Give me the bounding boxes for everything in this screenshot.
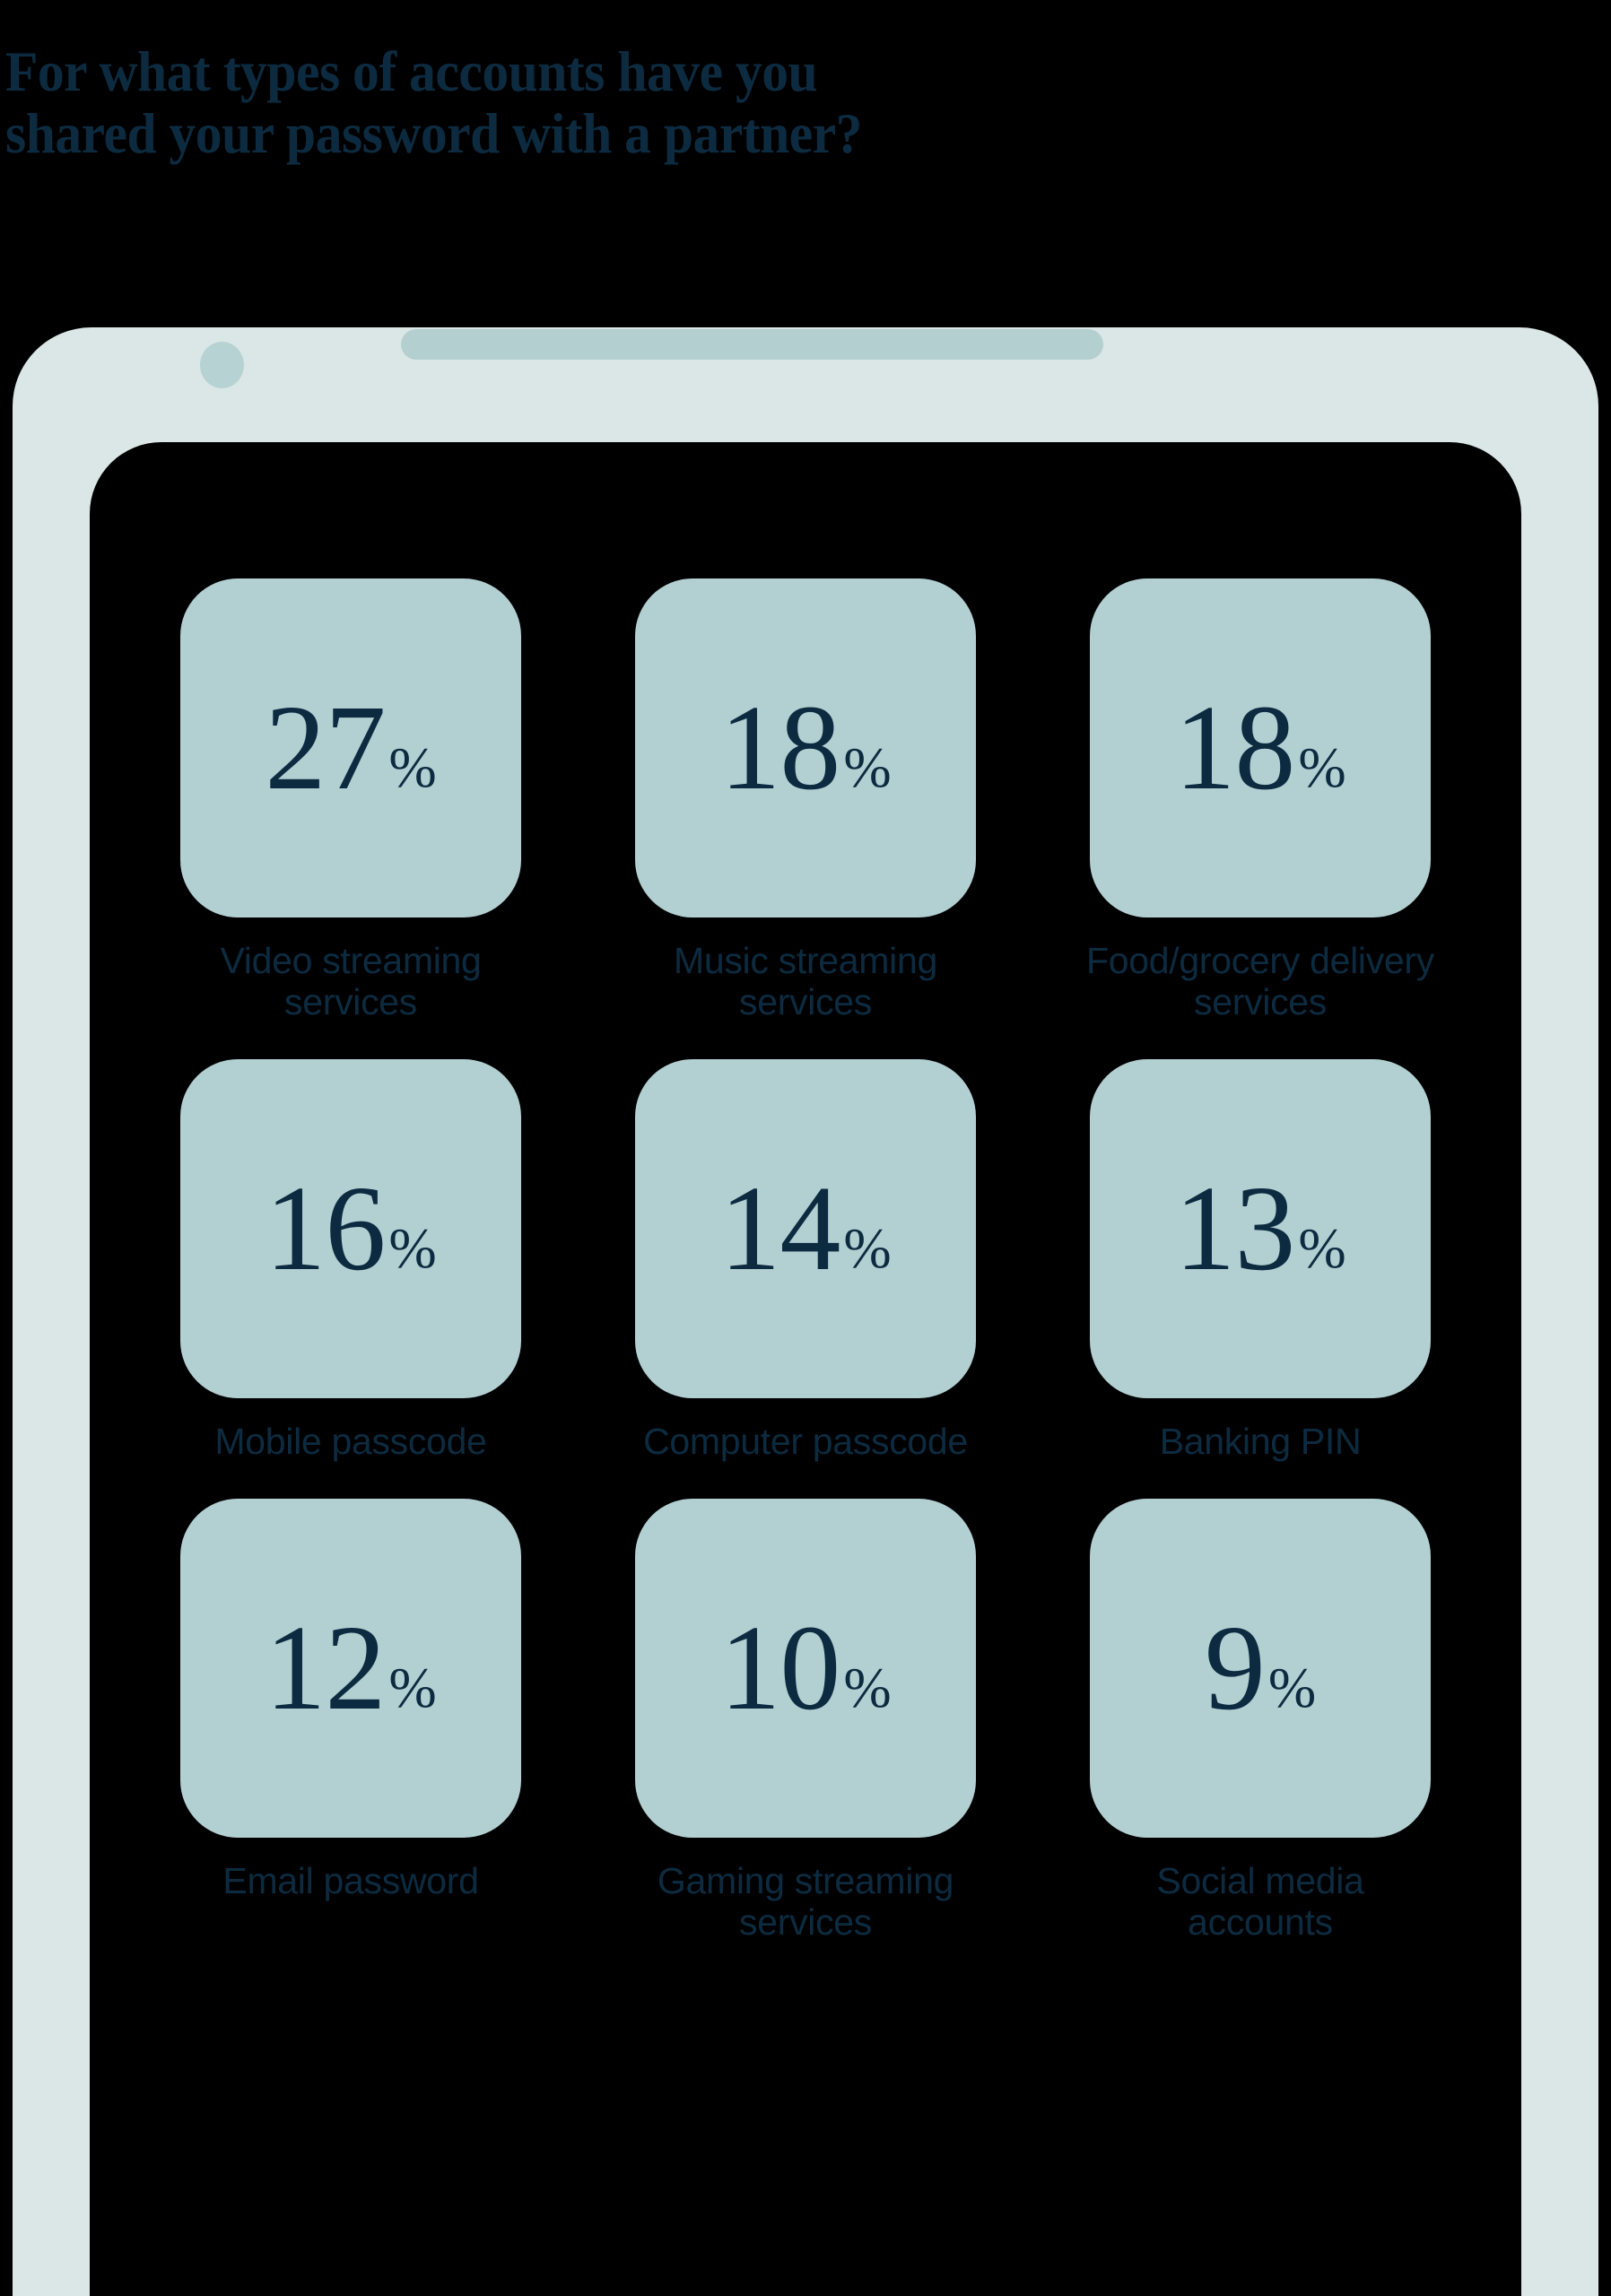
- stat-cell: 16% Mobile passcode: [180, 1058, 521, 1463]
- stat-number: 16: [265, 1161, 386, 1296]
- stat-value: 16%: [265, 1168, 436, 1290]
- stat-percent-sign: %: [388, 1655, 437, 1719]
- stat-number: 13: [1174, 1161, 1295, 1296]
- stat-value: 9%: [1205, 1607, 1316, 1729]
- page-title-line-2: shared your password with a partner?: [5, 100, 862, 165]
- stat-number: 18: [1174, 681, 1295, 815]
- stat-tile: 12%: [180, 1498, 521, 1838]
- stat-value: 14%: [719, 1168, 891, 1290]
- camera-dot-icon: [200, 342, 244, 388]
- stat-value: 27%: [265, 687, 436, 809]
- stat-percent-sign: %: [388, 1215, 437, 1280]
- stat-percent-sign: %: [843, 735, 892, 799]
- stat-number: 10: [719, 1600, 840, 1735]
- stat-cell: 9% Social media accounts: [1090, 1498, 1431, 1944]
- stat-number: 27: [265, 681, 386, 815]
- stat-percent-sign: %: [843, 1655, 892, 1719]
- stat-label: Music streaming services: [674, 940, 937, 1022]
- stat-grid: 27% Video streaming services 18% Music stre…: [90, 442, 1521, 1944]
- stat-number: 18: [719, 681, 840, 815]
- stat-label: Food/grocery delivery services: [1086, 940, 1434, 1022]
- stat-value: 10%: [719, 1607, 891, 1729]
- stat-percent-sign: %: [1267, 1655, 1317, 1719]
- stat-cell: 27% Video streaming services: [180, 578, 521, 1023]
- stat-value: 12%: [265, 1607, 436, 1729]
- stat-value: 13%: [1174, 1168, 1345, 1290]
- stat-label: Video streaming services: [220, 940, 482, 1022]
- phone-screen: 27% Video streaming services 18% Music stre…: [90, 442, 1521, 2296]
- stat-tile: 16%: [180, 1058, 521, 1398]
- stat-cell: 10% Gaming streaming services: [635, 1498, 976, 1944]
- stat-number: 14: [719, 1161, 840, 1296]
- stat-label: Banking PIN: [1159, 1420, 1362, 1462]
- stat-cell: 13% Banking PIN: [1090, 1058, 1431, 1463]
- stat-tile: 18%: [1090, 578, 1431, 918]
- stat-cell: 14% Computer passcode: [635, 1058, 976, 1463]
- stat-label: Social media accounts: [1156, 1859, 1364, 1943]
- stat-percent-sign: %: [1298, 1215, 1346, 1280]
- stat-tile: 18%: [635, 578, 976, 918]
- stat-value: 18%: [719, 687, 891, 809]
- page-title-line-1: For what types of accounts have you: [5, 39, 818, 103]
- stat-label: Email password: [222, 1859, 479, 1901]
- stat-label: Computer passcode: [643, 1420, 968, 1462]
- stat-number: 9: [1204, 1600, 1266, 1735]
- stat-tile: 14%: [635, 1058, 976, 1398]
- stat-tile: 13%: [1090, 1058, 1431, 1398]
- speaker-grille-icon: [401, 329, 1103, 360]
- stat-cell: 18% Music streaming services: [635, 578, 976, 1023]
- stat-percent-sign: %: [1298, 735, 1346, 799]
- stat-tile: 27%: [180, 578, 521, 918]
- phone-frame: 27% Video streaming services 18% Music stre…: [13, 327, 1598, 2296]
- stat-percent-sign: %: [843, 1215, 892, 1280]
- stat-percent-sign: %: [388, 735, 437, 799]
- stat-number: 12: [265, 1600, 386, 1735]
- page-title: For what types of accounts have you shar…: [5, 40, 1173, 164]
- stat-label: Mobile passcode: [214, 1420, 487, 1462]
- stat-value: 18%: [1174, 687, 1345, 809]
- stat-tile: 10%: [635, 1498, 976, 1838]
- stat-cell: 18% Food/grocery delivery services: [1086, 578, 1434, 1023]
- stat-tile: 9%: [1090, 1498, 1431, 1838]
- stat-label: Gaming streaming services: [657, 1859, 954, 1943]
- stat-cell: 12% Email password: [180, 1498, 521, 1944]
